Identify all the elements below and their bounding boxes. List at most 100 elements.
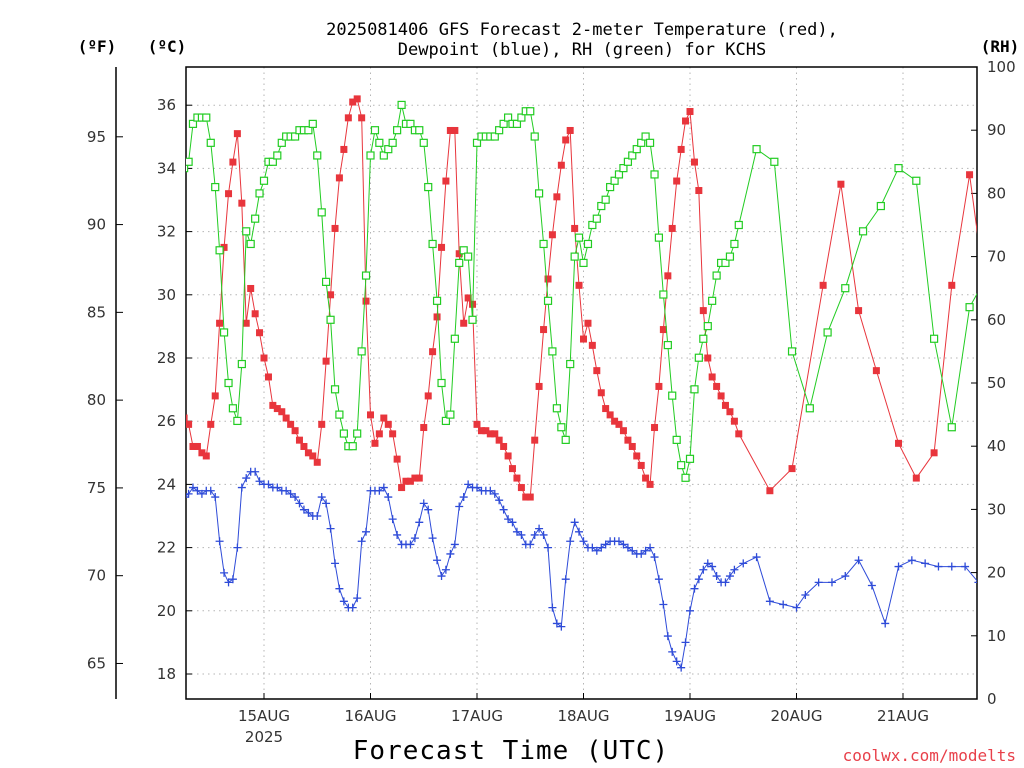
temperature-point <box>322 357 330 365</box>
temperature-point <box>371 439 379 447</box>
rh-point <box>699 334 708 343</box>
temperature-point <box>473 420 481 428</box>
rh-tick-label: 0 <box>987 690 997 708</box>
temperature-point <box>655 382 663 390</box>
rh-point <box>259 176 269 185</box>
rh-point <box>366 151 375 160</box>
rh-point <box>441 416 451 426</box>
temperature-point <box>588 341 596 349</box>
dewpoint-point <box>1014 597 1022 605</box>
dewpoint-point <box>504 515 513 524</box>
date-tick-label: 18AUG <box>558 707 610 725</box>
rh-point <box>858 227 868 236</box>
dewpoint-point <box>326 524 335 533</box>
rh-tick-label: 30 <box>987 500 1006 518</box>
temperature-point <box>593 367 601 375</box>
gridlines <box>186 67 977 699</box>
rh-point <box>237 359 246 369</box>
rh-point <box>805 404 814 413</box>
temperature-point <box>295 436 303 444</box>
dewpoint-point <box>654 575 663 584</box>
dewpoint-point <box>362 527 371 536</box>
rh-tick-label: 20 <box>987 564 1006 582</box>
temperature-point <box>278 408 286 416</box>
temperature-point <box>837 180 845 188</box>
rh-point <box>206 138 215 147</box>
temperature-point <box>402 477 410 485</box>
rh-point <box>947 423 956 432</box>
temperature-point <box>668 224 676 232</box>
temperature-point <box>912 474 920 482</box>
temperature-line <box>186 98 977 498</box>
temperature-point <box>508 465 516 473</box>
dewpoint-point <box>641 546 650 555</box>
dewpoint-point <box>708 562 717 571</box>
temperature-point <box>1002 342 1009 349</box>
rh-point <box>450 334 459 343</box>
dewpoint-point <box>628 546 637 555</box>
rh-point <box>632 145 641 154</box>
dewpoint-point <box>193 486 202 495</box>
dewpoint-point <box>712 572 721 581</box>
rh-point <box>663 340 672 350</box>
rh-point <box>348 442 357 451</box>
dewpoint-point <box>597 543 606 552</box>
dewpoint-point <box>335 584 344 593</box>
dewpoint-point <box>881 619 890 628</box>
temperature-point <box>637 461 645 469</box>
rh-point <box>321 277 331 286</box>
temperature-point <box>486 430 494 438</box>
temperature-point <box>930 449 938 457</box>
rh-point <box>650 170 659 179</box>
temperature-point <box>699 307 707 315</box>
rh-point <box>592 214 601 223</box>
temperature-point <box>619 427 627 435</box>
rh-point <box>752 145 761 154</box>
dewpoint-point <box>508 518 517 527</box>
fahrenheit-tick-label: 70 <box>87 567 106 585</box>
temperature-point <box>358 114 366 122</box>
temperature-point <box>442 177 450 185</box>
source-credit: coolwx.com/modelts <box>843 746 1016 765</box>
dewpoint-point <box>384 493 393 502</box>
temperature-point <box>548 231 556 239</box>
rh-point <box>659 290 668 299</box>
temperature-point <box>291 427 299 435</box>
rh-point <box>330 385 340 394</box>
temperature-point <box>695 187 703 195</box>
dewpoint-point <box>517 530 526 539</box>
rh-point <box>876 201 885 211</box>
dewpoint-point <box>561 575 570 584</box>
dewpoint-point <box>211 493 220 502</box>
fahrenheit-tick-label: 95 <box>87 128 106 146</box>
dewpoint-point <box>251 467 260 476</box>
rh-point <box>308 119 317 128</box>
rh-point <box>703 322 712 331</box>
temperature-point <box>553 193 561 201</box>
data-series <box>186 95 1022 672</box>
chart-title-line-2: Dewpoint (blue), RH (green) for KCHS <box>398 40 766 60</box>
rh-point <box>543 296 553 305</box>
temperature-point <box>557 161 565 169</box>
dewpoint-point <box>428 534 437 543</box>
dewpoint-point <box>814 578 823 587</box>
rh-point <box>353 429 362 438</box>
rh-point <box>823 328 832 337</box>
dewpoint-point <box>304 508 313 517</box>
rh-point <box>708 296 717 305</box>
rh-point <box>654 233 664 242</box>
dewpoint-point <box>921 559 930 568</box>
rh-point <box>472 138 482 147</box>
dewpoint-point <box>961 562 970 571</box>
temperature-point <box>717 392 725 400</box>
temperature-point <box>384 420 392 428</box>
rh-point <box>984 272 991 279</box>
dewpoint-point <box>415 518 424 527</box>
dewpoint-point <box>535 524 544 533</box>
temperature-point <box>664 272 672 280</box>
dewpoint-point <box>299 505 308 514</box>
temperature-point <box>186 420 193 428</box>
temperature-point <box>482 427 490 435</box>
date-tick-label: 19AUG <box>664 707 716 725</box>
dewpoint-point <box>827 578 836 587</box>
